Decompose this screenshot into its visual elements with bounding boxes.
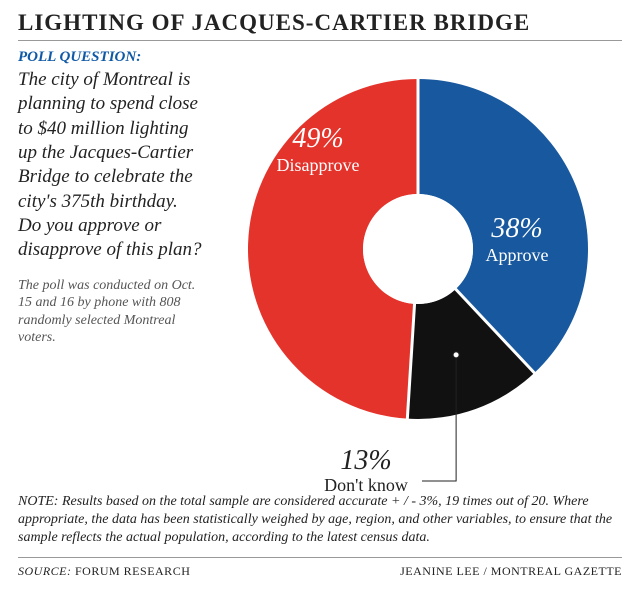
slice-label-disapprove: Disapprove — [277, 155, 360, 175]
donut-chart: 38%Approve 13%Don't know 49%Disapprove — [198, 39, 638, 509]
footer-row: SOURCE: FORUM RESEARCH JEANINE LEE / MON… — [18, 558, 622, 579]
main-row: POLL QUESTION: The city of Montreal is p… — [18, 49, 622, 489]
slice-percent-approve: 38% — [490, 213, 542, 244]
source-block: SOURCE: FORUM RESEARCH — [18, 564, 190, 579]
slice-percent-don-t-know: 13% — [340, 445, 391, 476]
poll-question-text: The city of Montreal is planning to spen… — [18, 68, 210, 263]
chart-column: 38%Approve13%Don't know49%Disapprove — [218, 49, 622, 489]
callout-dot — [453, 352, 459, 358]
infographic-container: LIGHTING OF JACQUES-CARTIER BRIDGE POLL … — [0, 0, 640, 608]
poll-method-text: The poll was conducted on Oct. 15 and 16… — [18, 277, 210, 347]
poll-question-label: POLL QUESTION: — [18, 49, 210, 66]
infographic-title: LIGHTING OF JACQUES-CARTIER BRIDGE — [18, 10, 622, 41]
left-column: POLL QUESTION: The city of Montreal is p… — [18, 49, 218, 489]
slice-label-don-t-know: Don't know — [324, 475, 408, 495]
credit-text: JEANINE LEE / MONTREAL GAZETTE — [400, 564, 622, 579]
source-label: SOURCE: — [18, 564, 72, 578]
slice-percent-disapprove: 49% — [292, 123, 343, 154]
source-value: FORUM RESEARCH — [75, 564, 190, 578]
slice-label-approve: Approve — [486, 245, 549, 265]
donut-hole — [363, 194, 473, 304]
